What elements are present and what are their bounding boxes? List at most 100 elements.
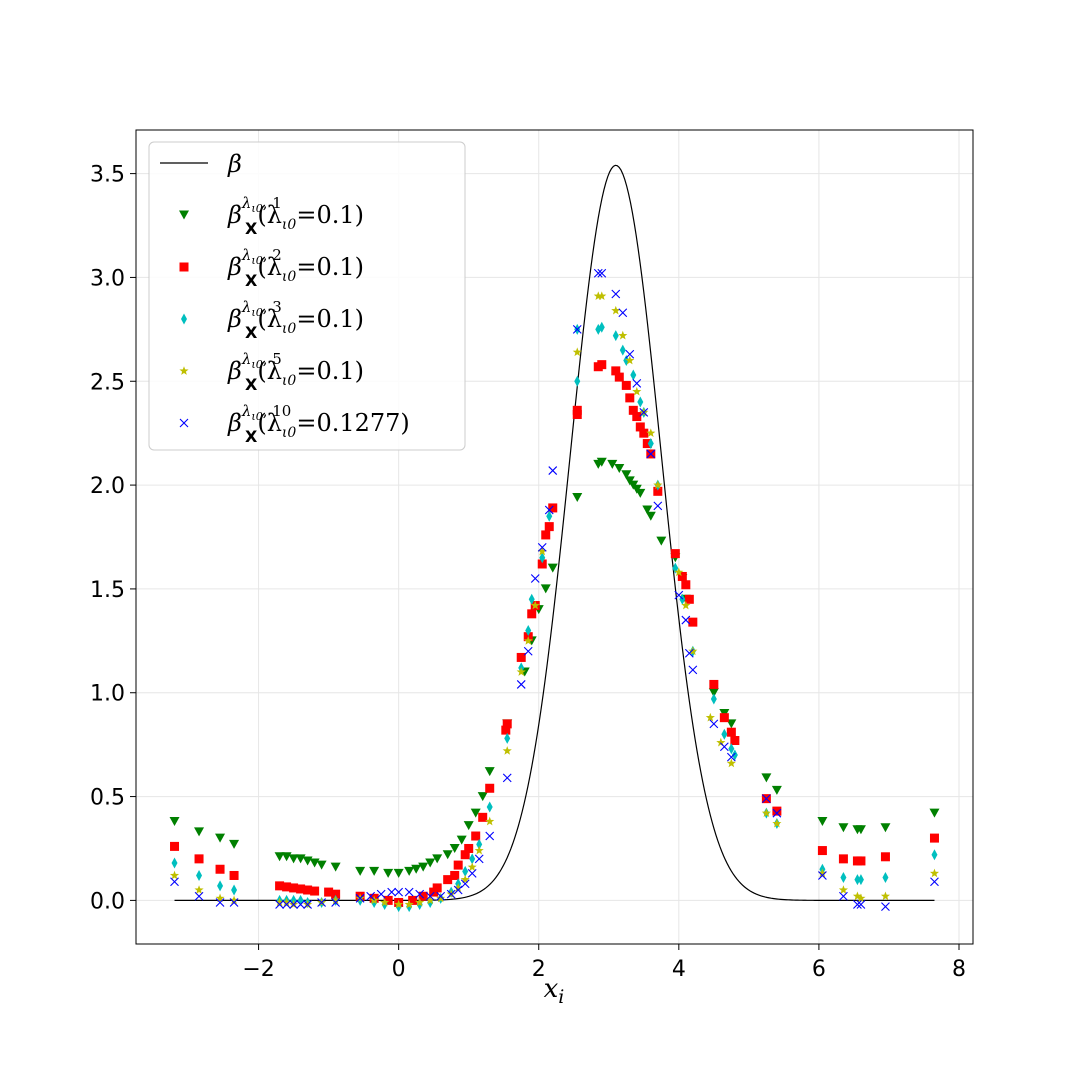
series-2-point: [310, 886, 320, 896]
series-4-point: [674, 567, 684, 577]
series-1-point: [418, 862, 429, 872]
series-1-point: [470, 808, 481, 818]
series-4-point: [169, 870, 180, 880]
series-2-point: [478, 812, 488, 822]
series-4-point: [726, 758, 736, 768]
series-2-point: [548, 503, 558, 513]
series-1-point: [817, 816, 828, 826]
series-1-point: [316, 860, 327, 870]
series-2-point: [471, 831, 481, 841]
y-tick-label: 0.5: [90, 786, 125, 811]
legend-marker-1: [179, 210, 189, 220]
series-1-point: [621, 470, 632, 480]
series-4-point: [380, 897, 390, 907]
series-3-point: [882, 872, 889, 884]
series-3-point: [728, 743, 735, 755]
x-tick-label: 4: [672, 957, 686, 982]
series-5-point: [611, 289, 621, 299]
y-tick-label: 1.5: [90, 578, 125, 603]
series-2-point: [684, 594, 694, 604]
series-5-point: [436, 891, 446, 901]
series-2-point: [501, 725, 511, 735]
series-5-point: [275, 900, 284, 909]
series-4-point: [618, 330, 628, 340]
series-1-point: [215, 833, 226, 843]
series-1-point: [463, 821, 474, 831]
series-3-point: [486, 801, 493, 813]
series-2-point: [408, 895, 418, 905]
series-2-point: [443, 875, 453, 885]
series-4-point: [436, 893, 446, 903]
series-3-point: [612, 330, 619, 342]
series-1-point: [393, 868, 404, 878]
series-2: [170, 360, 939, 907]
legend-label-1: βλι0, 1 X(λι0=0.1): [227, 194, 364, 238]
axis-ticks: −2 0 2 4 6 8 0.0 0.5 1.0 1.5 2.0 2.5 3.0 3.5: [90, 163, 966, 982]
series-2-point: [625, 393, 635, 403]
series-5-point: [544, 505, 554, 515]
series-2-point: [170, 841, 180, 851]
series-2-point: [681, 580, 691, 590]
plot-frame: [135, 129, 974, 945]
series-1-point: [484, 767, 495, 777]
series-5-point: [674, 590, 684, 600]
series-5-point: [639, 408, 649, 417]
series-5-point: [474, 854, 484, 864]
series-1-point: [330, 862, 341, 872]
y-tick-label: 3.5: [90, 163, 125, 188]
series-2-point: [772, 806, 782, 816]
series-4-point: [474, 845, 484, 855]
series-5-point: [366, 891, 376, 901]
series-5-point: [548, 466, 558, 475]
series-5-point: [530, 574, 540, 583]
series-2-point: [726, 727, 736, 737]
series-5-point: [881, 902, 890, 912]
series-2-point: [639, 428, 649, 438]
series-4-point: [502, 746, 512, 755]
series-1-point: [642, 505, 653, 515]
series-4-point: [537, 546, 547, 556]
series-2-point: [453, 860, 463, 870]
series-5-point: [726, 752, 736, 762]
series-5-point: [303, 900, 312, 909]
y-tick-label: 2.5: [90, 370, 125, 395]
series-2-point: [527, 609, 537, 619]
series-5-point: [331, 898, 341, 907]
legend-marker-4: [179, 366, 189, 375]
series-5-point: [688, 665, 698, 675]
series-5-point: [289, 900, 298, 909]
series-4-point: [415, 897, 425, 907]
series-1-point: [456, 835, 467, 845]
series-1-point: [449, 843, 460, 853]
series-2-point: [289, 883, 299, 893]
series-5-point: [597, 268, 607, 278]
series-3-point: [619, 344, 626, 356]
series-4-point: [597, 291, 607, 301]
series-4-point: [572, 347, 582, 357]
series-2-point: [838, 854, 848, 864]
series-5-point: [537, 542, 547, 552]
series-5-point: [282, 900, 291, 909]
series-2-point: [450, 870, 460, 880]
series-4-point: [516, 667, 526, 676]
series-2-point: [635, 422, 645, 432]
series-1-point: [411, 864, 422, 874]
series-3-point: [171, 857, 178, 869]
series-5-point: [317, 898, 326, 907]
series-2-point: [296, 884, 306, 894]
series-5-point: [215, 898, 225, 907]
series-2-point: [229, 870, 239, 880]
series-5-point: [684, 648, 694, 658]
legend-label-4: βλι0, 5 X(λι0=0.1): [227, 350, 364, 394]
legend-label-5: βλι0, 10 X(λι0=0.1277): [227, 402, 410, 446]
legend-label-3: βλι0, 3 X(λι0=0.1): [227, 298, 364, 342]
legend-label-2: βλι0, 2 X(λι0=0.1): [227, 246, 364, 290]
series-4-point: [530, 600, 540, 610]
series-4-point: [275, 897, 285, 907]
series-2-point: [611, 366, 621, 376]
series-3-point: [539, 552, 546, 564]
series-1-point: [645, 511, 656, 521]
series-1-point: [607, 459, 618, 469]
series-1: [169, 457, 940, 878]
series-1-point: [614, 463, 625, 473]
